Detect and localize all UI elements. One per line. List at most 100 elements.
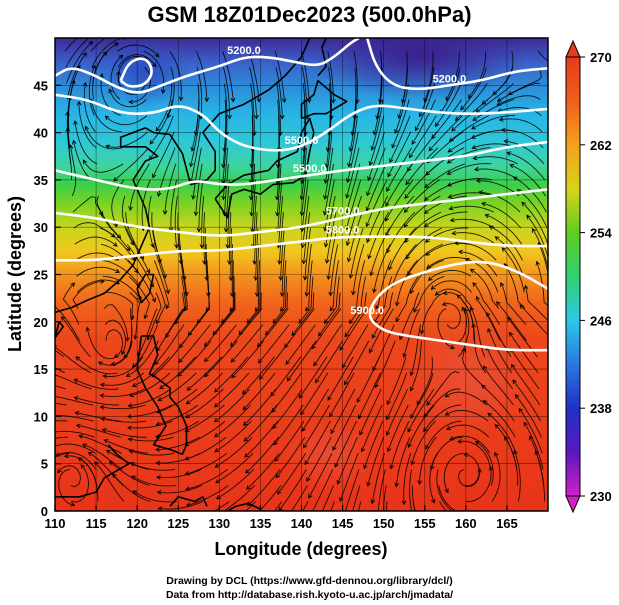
streamline-arrowhead [285,360,290,365]
streamline-arrowhead [184,470,190,476]
streamline [415,83,436,131]
streamline-arrowhead [302,443,308,449]
streamline [353,51,358,104]
x-axis-label: Longitude (degrees) [214,539,387,559]
streamline [452,232,496,245]
streamline-arrowhead [272,424,277,430]
streamline-arrowhead [128,449,134,454]
streamline-arrowhead [49,372,53,376]
streamline [74,397,120,406]
streamline [259,485,282,511]
streamline-arrowhead [118,54,124,60]
streamline-arrowhead [114,42,119,47]
streamline [231,340,265,378]
streamline-arrowhead [386,447,392,453]
streamline [215,436,253,468]
streamline [230,228,233,281]
streamline [344,340,370,385]
streamline [465,466,492,502]
streamline-arrowhead [336,479,341,485]
streamline-arrowhead [403,222,409,228]
streamline-arrowhead [155,460,161,466]
streamline [497,106,542,116]
streamline [129,292,141,340]
contour-label: 5500.0 [285,135,319,147]
streamline [449,205,494,213]
y-tick-label: 25 [34,268,48,283]
streamline [291,292,315,336]
coastline-segment [136,273,155,304]
streamline-arrowhead [492,90,498,96]
streamline-arrowhead [375,115,380,120]
streamline-arrowhead [113,177,118,182]
streamline [55,402,67,406]
streamline-arrowhead [143,314,149,320]
streamline-arrowhead [230,97,236,103]
streamline-arrowhead [76,100,82,106]
streamline [55,443,96,454]
streamline-arrowhead [481,100,487,105]
streamline [94,461,125,502]
streamline-arrowhead [324,259,330,264]
streamline-arrowhead [186,386,192,391]
grid-lines [54,38,548,512]
streamline-arrowhead [71,139,77,145]
streamline-arrowhead [102,374,108,379]
streamline-arrowhead [189,162,194,168]
streamline [132,356,170,387]
streamline-arrowhead [57,468,62,474]
y-tick-label: 35 [34,173,48,188]
streamline-arrowhead [315,378,320,384]
streamline-arrowhead [461,306,466,312]
streamline [76,279,120,293]
streamline-arrowhead [280,306,285,312]
streamline [252,195,257,248]
streamline [66,41,93,84]
y-tick-label: 10 [34,409,48,424]
streamline [339,453,359,502]
streamline [442,303,461,329]
streamline-arrowhead [277,260,282,265]
streamline [513,450,521,502]
streamline [523,422,544,470]
streamline [90,38,107,52]
streamline [457,440,491,470]
streamline-arrowhead [222,147,227,153]
streamline [379,51,383,104]
streamline [214,404,251,438]
streamline [371,99,384,151]
streamline-arrowhead [187,331,193,337]
streamline-arrowhead [400,98,406,104]
streamline-arrowhead [308,493,313,499]
streamline [165,292,185,338]
streamline [238,292,262,335]
streamline [301,51,310,103]
streamline [98,340,133,366]
streamline-arrowhead [526,214,531,220]
streamline-arrowhead [204,97,210,103]
streamline [72,196,104,216]
streamline-arrowhead [212,330,218,336]
streamline [458,308,470,358]
streamline-arrowhead [411,140,416,145]
streamline [212,292,236,335]
streamline-arrowhead [368,161,374,166]
streamline [195,51,208,102]
streamline-arrowhead [204,357,209,363]
streamline [462,348,487,390]
streamline-arrowhead [35,479,39,483]
streamline [318,292,341,337]
streamline [65,38,90,68]
streamline-arrowhead [374,383,379,389]
streamline [339,308,368,351]
streamline-arrowhead [50,302,54,306]
streamline-arrowhead [488,465,494,471]
streamline-arrowhead [444,488,449,494]
streamline-arrowhead [395,317,400,323]
streamline-arrowhead [425,251,431,256]
streamline-arrowhead [274,195,280,201]
streamline-arrowhead [178,259,184,265]
streamline [405,147,439,185]
streamline [128,436,174,442]
streamline-arrowhead [473,166,479,172]
